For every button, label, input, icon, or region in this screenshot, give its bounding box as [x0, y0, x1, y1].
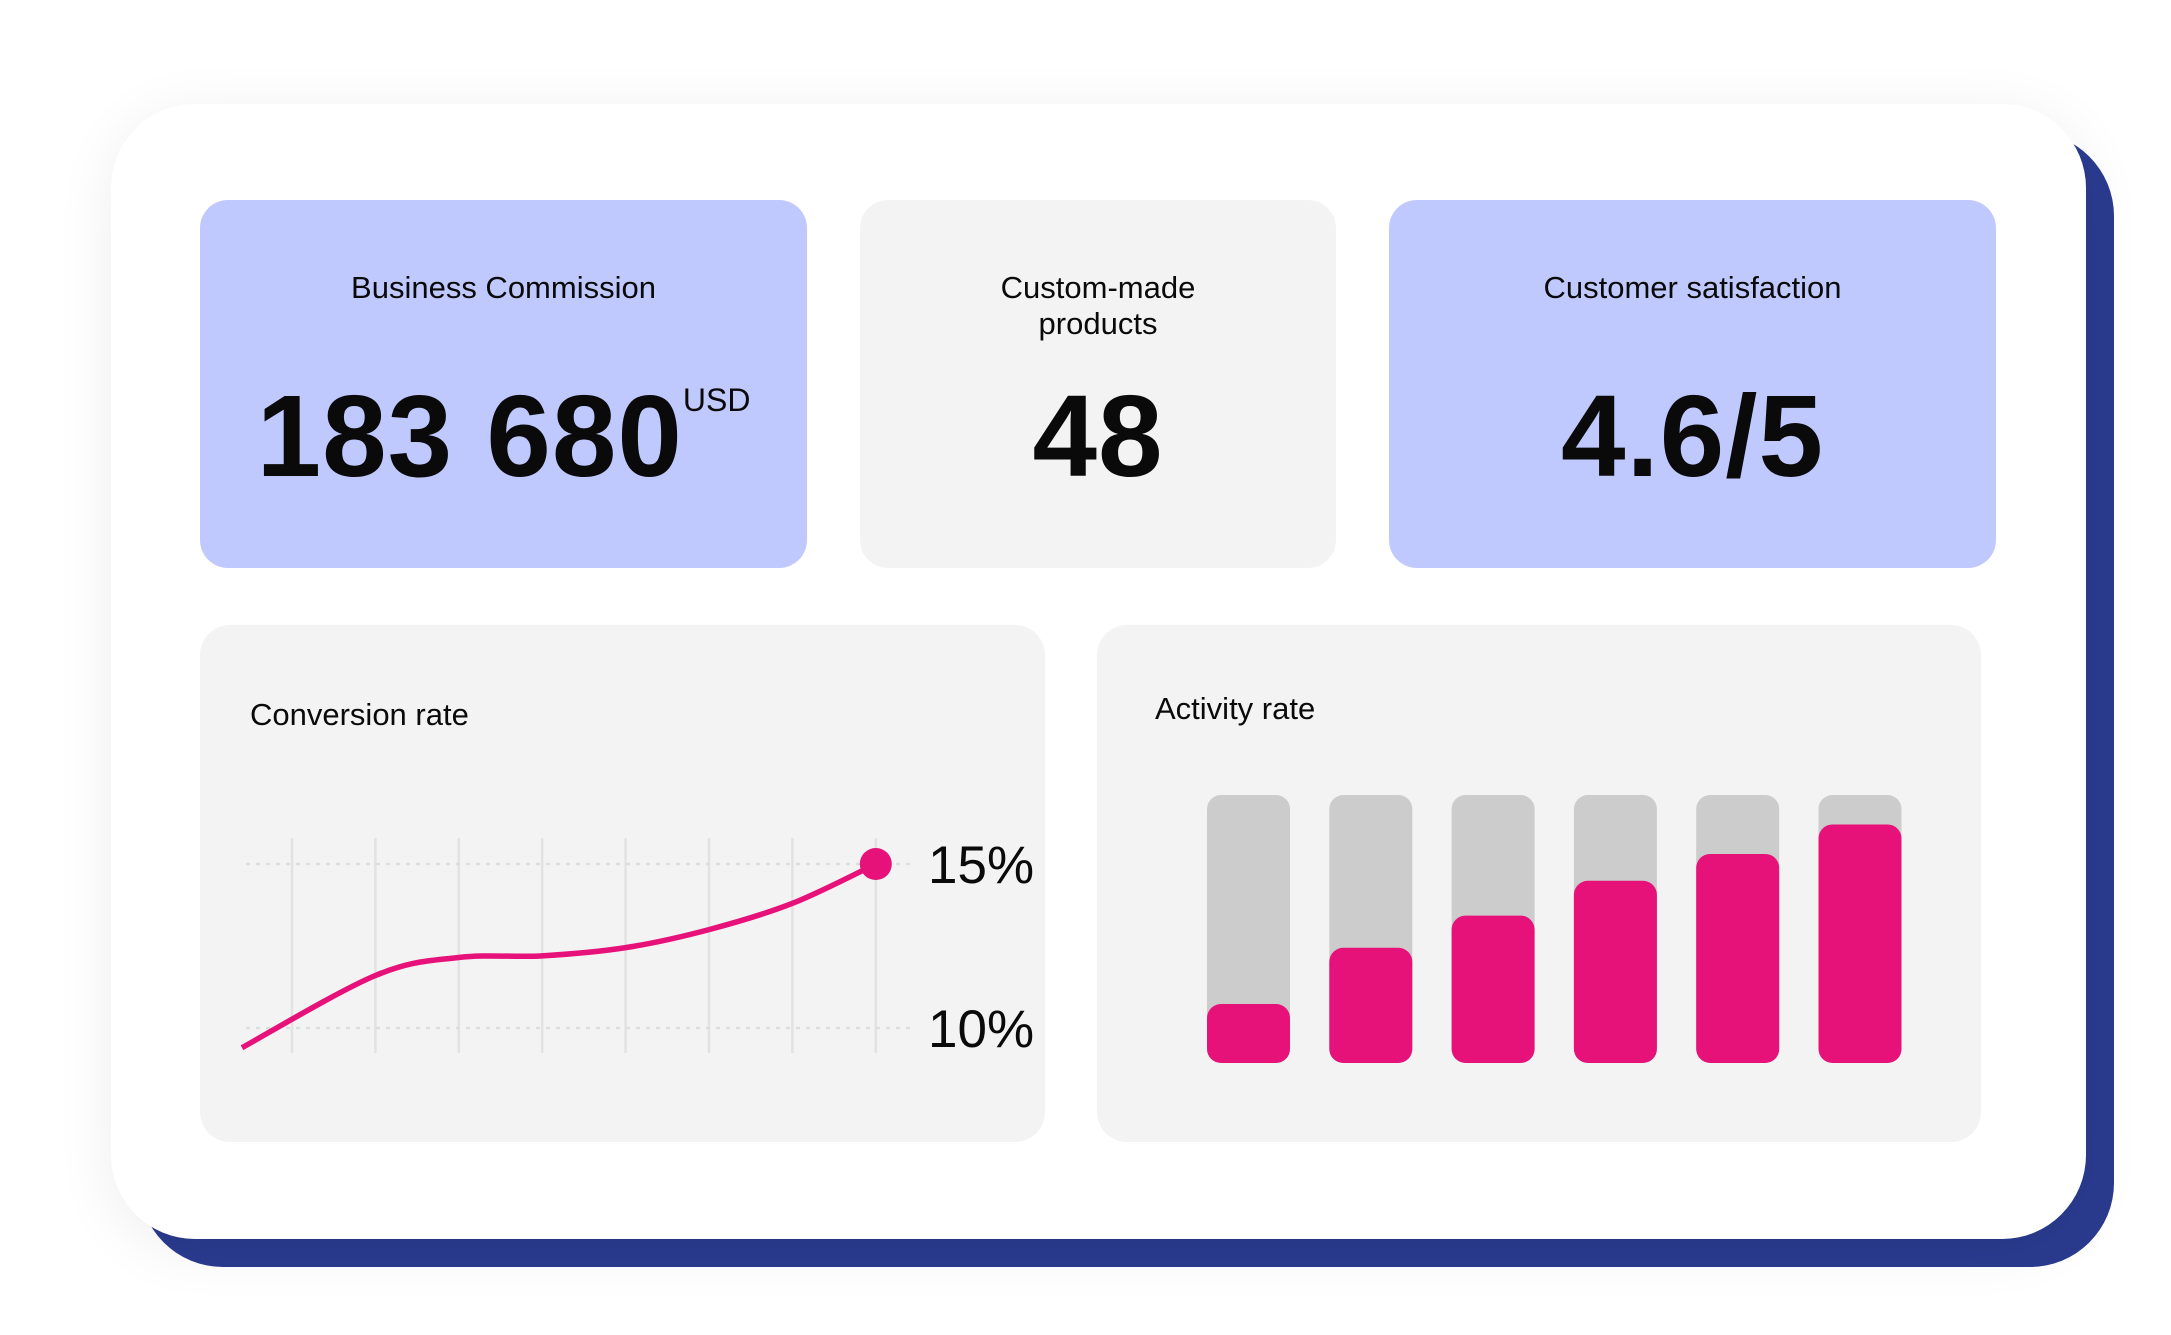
bar [1207, 1004, 1290, 1063]
bar [1696, 853, 1780, 1063]
kpi-label: Customer satisfaction [1543, 270, 1842, 305]
bar [1818, 824, 1902, 1063]
kpi-customer-satisfaction: Customer satisfaction 4.6/5 [1389, 200, 1996, 568]
kpi-value-number: 183 680 [256, 371, 683, 501]
kpi-value: 183 680USD [200, 378, 807, 494]
y-tick-label: 10% [928, 1000, 1034, 1059]
kpi-business-commission: Business Commission 183 680USD [200, 200, 807, 568]
kpi-unit: USD [682, 382, 751, 418]
y-tick-label: 15% [928, 836, 1034, 895]
kpi-value: 48 [1032, 371, 1164, 501]
kpi-label: Business Commission [351, 270, 656, 305]
kpi-label: Custom-made products [1000, 270, 1196, 341]
chart-title: Conversion rate [250, 697, 469, 732]
kpi-value: 4.6/5 [1561, 371, 1824, 501]
conversion-rate-line [240, 861, 877, 1051]
bar [1451, 915, 1535, 1063]
bar [1329, 947, 1413, 1063]
conversion-rate-panel: Conversion rate [200, 625, 1045, 1142]
kpi-custom-made-products: Custom-made products 48 [860, 200, 1336, 568]
line-end-point [859, 848, 892, 880]
chart-title: Activity rate [1155, 691, 1316, 726]
bar [1573, 880, 1657, 1063]
bar-track [1207, 795, 1290, 1063]
